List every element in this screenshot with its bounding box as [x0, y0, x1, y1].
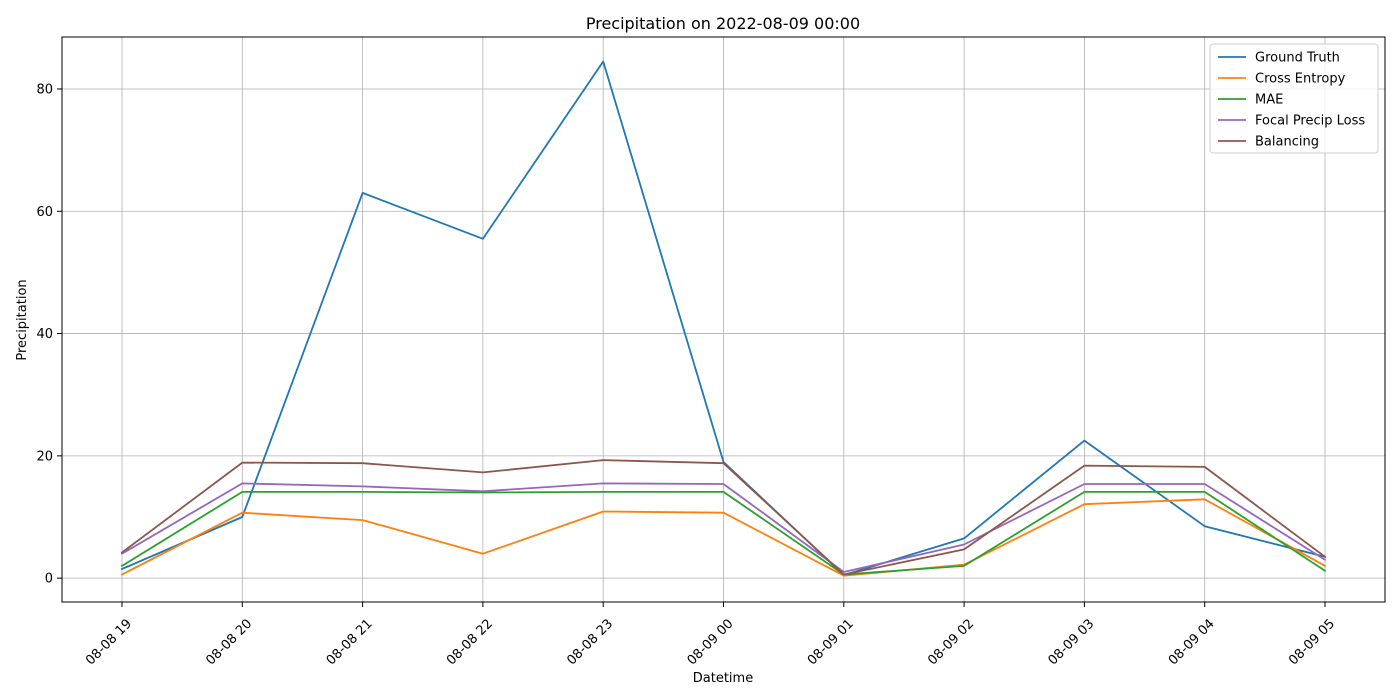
legend-label: Focal Precip Loss: [1255, 114, 1365, 129]
x-tick-label: 08-09 00: [685, 616, 737, 668]
y-tick-label: 20: [36, 449, 53, 464]
series-line-mae: [120, 490, 1327, 576]
grid-lines: [62, 37, 1385, 602]
x-tick-label: 08-08 21: [324, 616, 376, 668]
series-line-cross-entropy: [120, 498, 1327, 577]
legend-label: Balancing: [1255, 135, 1319, 150]
series-line-ground-truth: [120, 60, 1327, 576]
legend-label: Cross Entropy: [1255, 72, 1346, 87]
y-axis-label: Precipitation: [15, 279, 30, 360]
legend-label: Ground Truth: [1255, 51, 1340, 66]
series-lines: [120, 60, 1327, 577]
legend-box: [1209, 43, 1379, 154]
y-tick-label: 40: [36, 327, 53, 342]
y-tick-label: 80: [36, 82, 53, 97]
x-tick-label: 08-09 01: [805, 616, 857, 668]
legend-label: MAE: [1255, 93, 1283, 108]
x-tick-label: 08-08 23: [564, 616, 616, 668]
y-tick-label: 60: [36, 205, 53, 220]
legend-item-balancing: Balancing: [1218, 135, 1319, 150]
x-axis-label: Datetime: [693, 671, 753, 686]
y-tick-label: 0: [45, 572, 53, 587]
x-axis-ticks: 08-08 19 08-08 20 08-08 21 08-08 22 08-08 23…: [83, 602, 1338, 668]
legend-item-focal-precip-loss: Focal Precip Loss: [1218, 114, 1365, 129]
x-tick-label: 08-08 19: [83, 616, 135, 668]
x-tick-label: 08-08 22: [444, 616, 496, 668]
legend-item-cross-entropy: Cross Entropy: [1218, 72, 1346, 87]
x-tick-label: 08-09 05: [1286, 616, 1338, 668]
x-tick-label: 08-09 04: [1166, 616, 1218, 668]
legend-item-ground-truth: Ground Truth: [1218, 51, 1340, 66]
x-tick-label: 08-09 03: [1046, 616, 1098, 668]
x-tick-label: 08-08 20: [203, 616, 255, 668]
series-line-balancing: [120, 459, 1327, 576]
x-tick-label: 08-09 02: [925, 616, 977, 668]
series-line-focal-precip-loss: [120, 482, 1327, 573]
legend-item-mae: MAE: [1218, 93, 1283, 108]
chart-title: Precipitation on 2022-08-09 00:00: [586, 14, 860, 33]
y-axis-ticks: 0 20 40 60 80: [36, 82, 62, 587]
legend: Ground Truth Cross Entropy MAE Focal Precip…: [1209, 43, 1379, 154]
